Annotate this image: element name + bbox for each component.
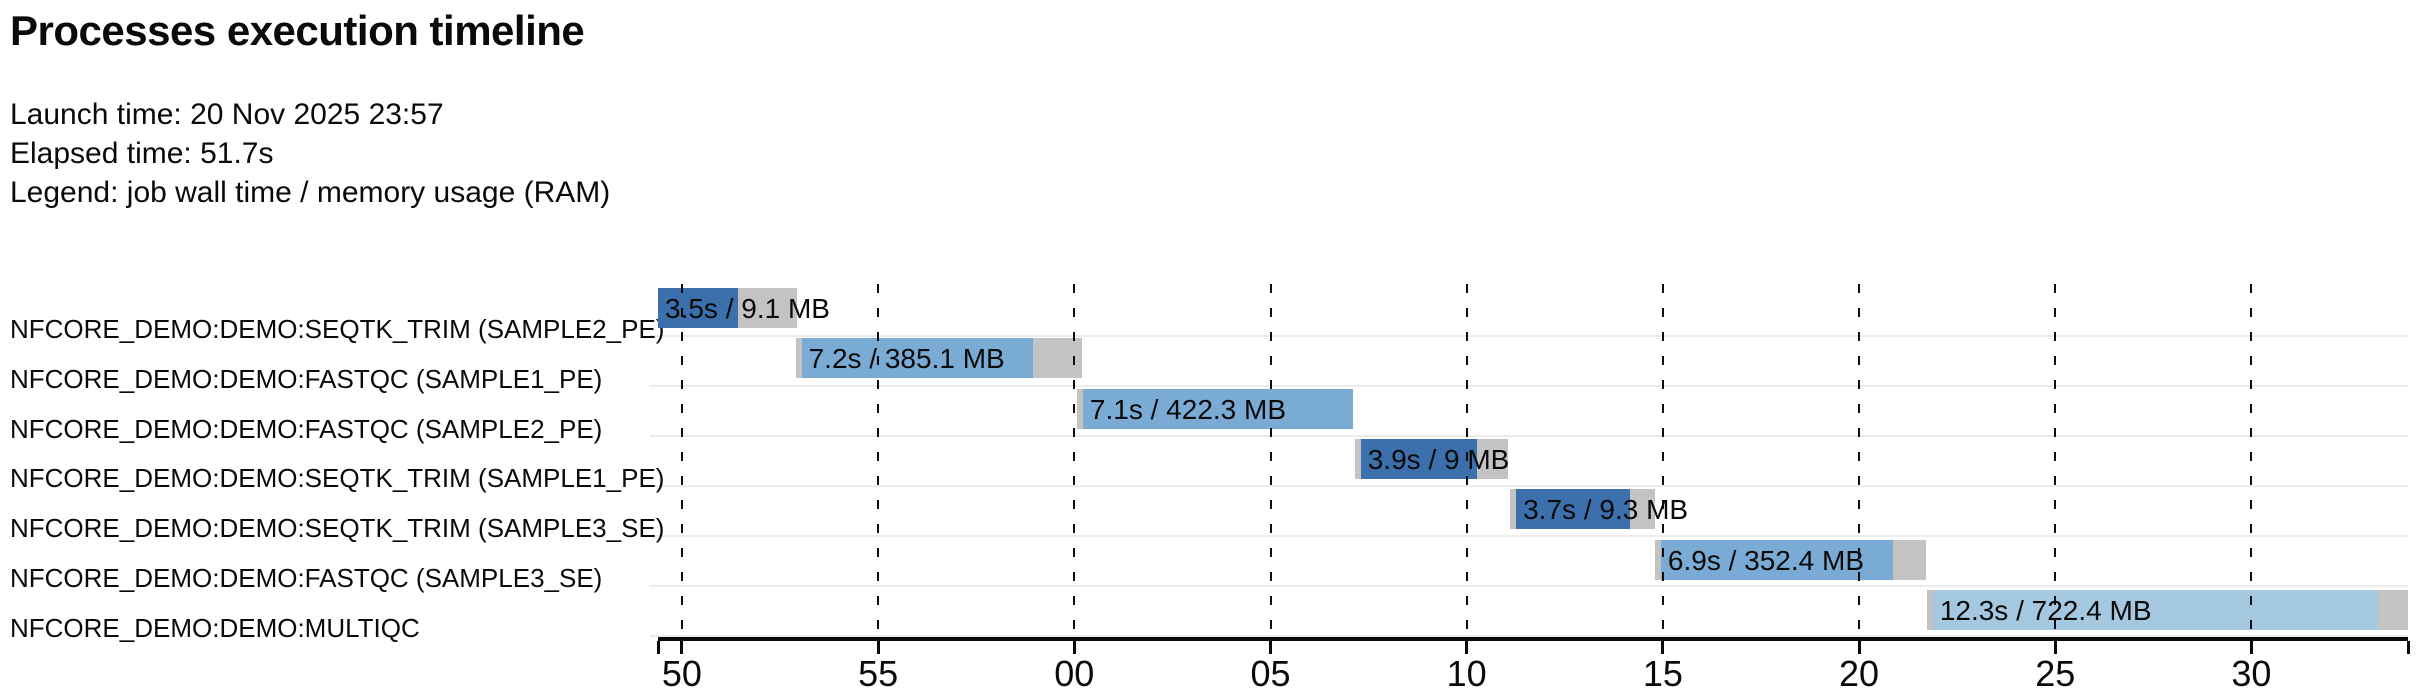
axis-tick [1465, 641, 1469, 654]
axis-tick [680, 641, 684, 654]
axis-tick-label: 30 [2231, 653, 2272, 694]
gridline [1661, 284, 1664, 637]
task-bar-run-segment: 7.1s / 422.3 MB [1082, 388, 1353, 429]
row-separator [650, 584, 2408, 587]
row-separator [650, 334, 2408, 337]
gridline [1073, 284, 1076, 637]
x-axis-line [658, 637, 2408, 641]
axis-tick [876, 641, 880, 654]
row-separator [650, 484, 2408, 487]
axis-tick-label: 25 [2035, 653, 2076, 694]
axis-tick-label: 55 [858, 653, 899, 694]
task-bar-label: 3.7s / 9.3 MB [1523, 494, 1689, 526]
task-bar-label: 12.3s / 722.4 MB [1939, 594, 2152, 626]
task-bar-label: 7.1s / 422.3 MB [1089, 393, 1287, 425]
gridline [1269, 284, 1272, 637]
process-label: NFCORE_DEMO:DEMO:FASTQC (SAMPLE2_PE) [10, 413, 603, 444]
task-bar-run-segment: 12.3s / 722.4 MB [1932, 589, 2378, 630]
gridline [680, 284, 683, 637]
axis-tick [2406, 641, 2410, 654]
row-separator [650, 434, 2408, 437]
task-bar: 7.2s / 385.1 MB [796, 338, 1082, 379]
gridline [1465, 284, 1468, 637]
process-label: NFCORE_DEMO:DEMO:FASTQC (SAMPLE1_PE) [10, 363, 603, 394]
task-bar: 3.7s / 9.3 MB [1509, 489, 1688, 530]
task-bar-label: 7.2s / 385.1 MB [808, 343, 1005, 375]
axis-tick [2249, 641, 2253, 654]
task-bar-run-segment: 3.7s / 9.3 MB [1516, 489, 1688, 530]
task-bar-label: 3.5s / 9.1 MB [665, 293, 830, 324]
legend-text: Legend: job wall time / memory usage (RA… [10, 176, 611, 209]
task-bar-label: 3.9s / 9 MB [1367, 443, 1510, 475]
axis-tick [1857, 641, 1861, 654]
axis-tick [2053, 641, 2057, 654]
row-separator [650, 634, 2408, 637]
launch-time-text: Launch time: 20 Nov 2025 23:57 [10, 98, 444, 131]
gridline [2250, 284, 2253, 637]
row-separator [650, 384, 2408, 387]
axis-tick-label: 00 [1054, 653, 1095, 694]
axis-tick-label: 05 [1250, 653, 1291, 694]
elapsed-time-text: Elapsed time: 51.7s [10, 137, 274, 170]
gridline [2054, 284, 2057, 637]
axis-tick [1269, 641, 1272, 654]
report-meta: Launch time: 20 Nov 2025 23:57 Elapsed t… [10, 95, 610, 212]
axis-tick-label: 15 [1642, 653, 1683, 694]
task-bar-run-segment: 3.5s / 9.1 MB [658, 288, 830, 328]
axis-tick [1661, 641, 1665, 654]
page-title: Processes execution timeline [10, 7, 585, 54]
gridline [877, 284, 880, 637]
task-bar: 6.9s / 352.4 MB [1655, 539, 1926, 580]
task-bar: 3.9s / 9 MB [1354, 438, 1509, 479]
axis-tick-label: 20 [1839, 653, 1880, 694]
task-bar: 12.3s / 722.4 MB [1926, 589, 2408, 630]
task-bar-label: 6.9s / 352.4 MB [1667, 544, 1864, 576]
task-bar-run-segment: 6.9s / 352.4 MB [1660, 539, 1893, 580]
task-bar: 7.1s / 422.3 MB [1077, 388, 1353, 429]
axis-tick-label: 50 [661, 653, 702, 694]
axis-tick-label: 10 [1446, 653, 1487, 694]
task-bar-run-segment: 7.2s / 385.1 MB [801, 338, 1034, 379]
gridline [1858, 284, 1861, 637]
process-label: NFCORE_DEMO:DEMO:SEQTK_TRIM (SAMPLE1_PE) [10, 463, 665, 494]
task-bar: 3.5s / 9.1 MB [658, 288, 830, 328]
process-label: NFCORE_DEMO:DEMO:FASTQC (SAMPLE3_SE) [10, 563, 603, 594]
axis-tick [656, 641, 660, 654]
axis-tick [1072, 641, 1076, 654]
task-bar-run-segment: 3.9s / 9 MB [1360, 438, 1509, 479]
row-separator [650, 534, 2408, 537]
process-label: NFCORE_DEMO:DEMO:MULTIQC [10, 612, 420, 643]
process-label: NFCORE_DEMO:DEMO:SEQTK_TRIM (SAMPLE3_SE) [10, 513, 665, 544]
process-label: NFCORE_DEMO:DEMO:SEQTK_TRIM (SAMPLE2_PE) [10, 314, 665, 344]
